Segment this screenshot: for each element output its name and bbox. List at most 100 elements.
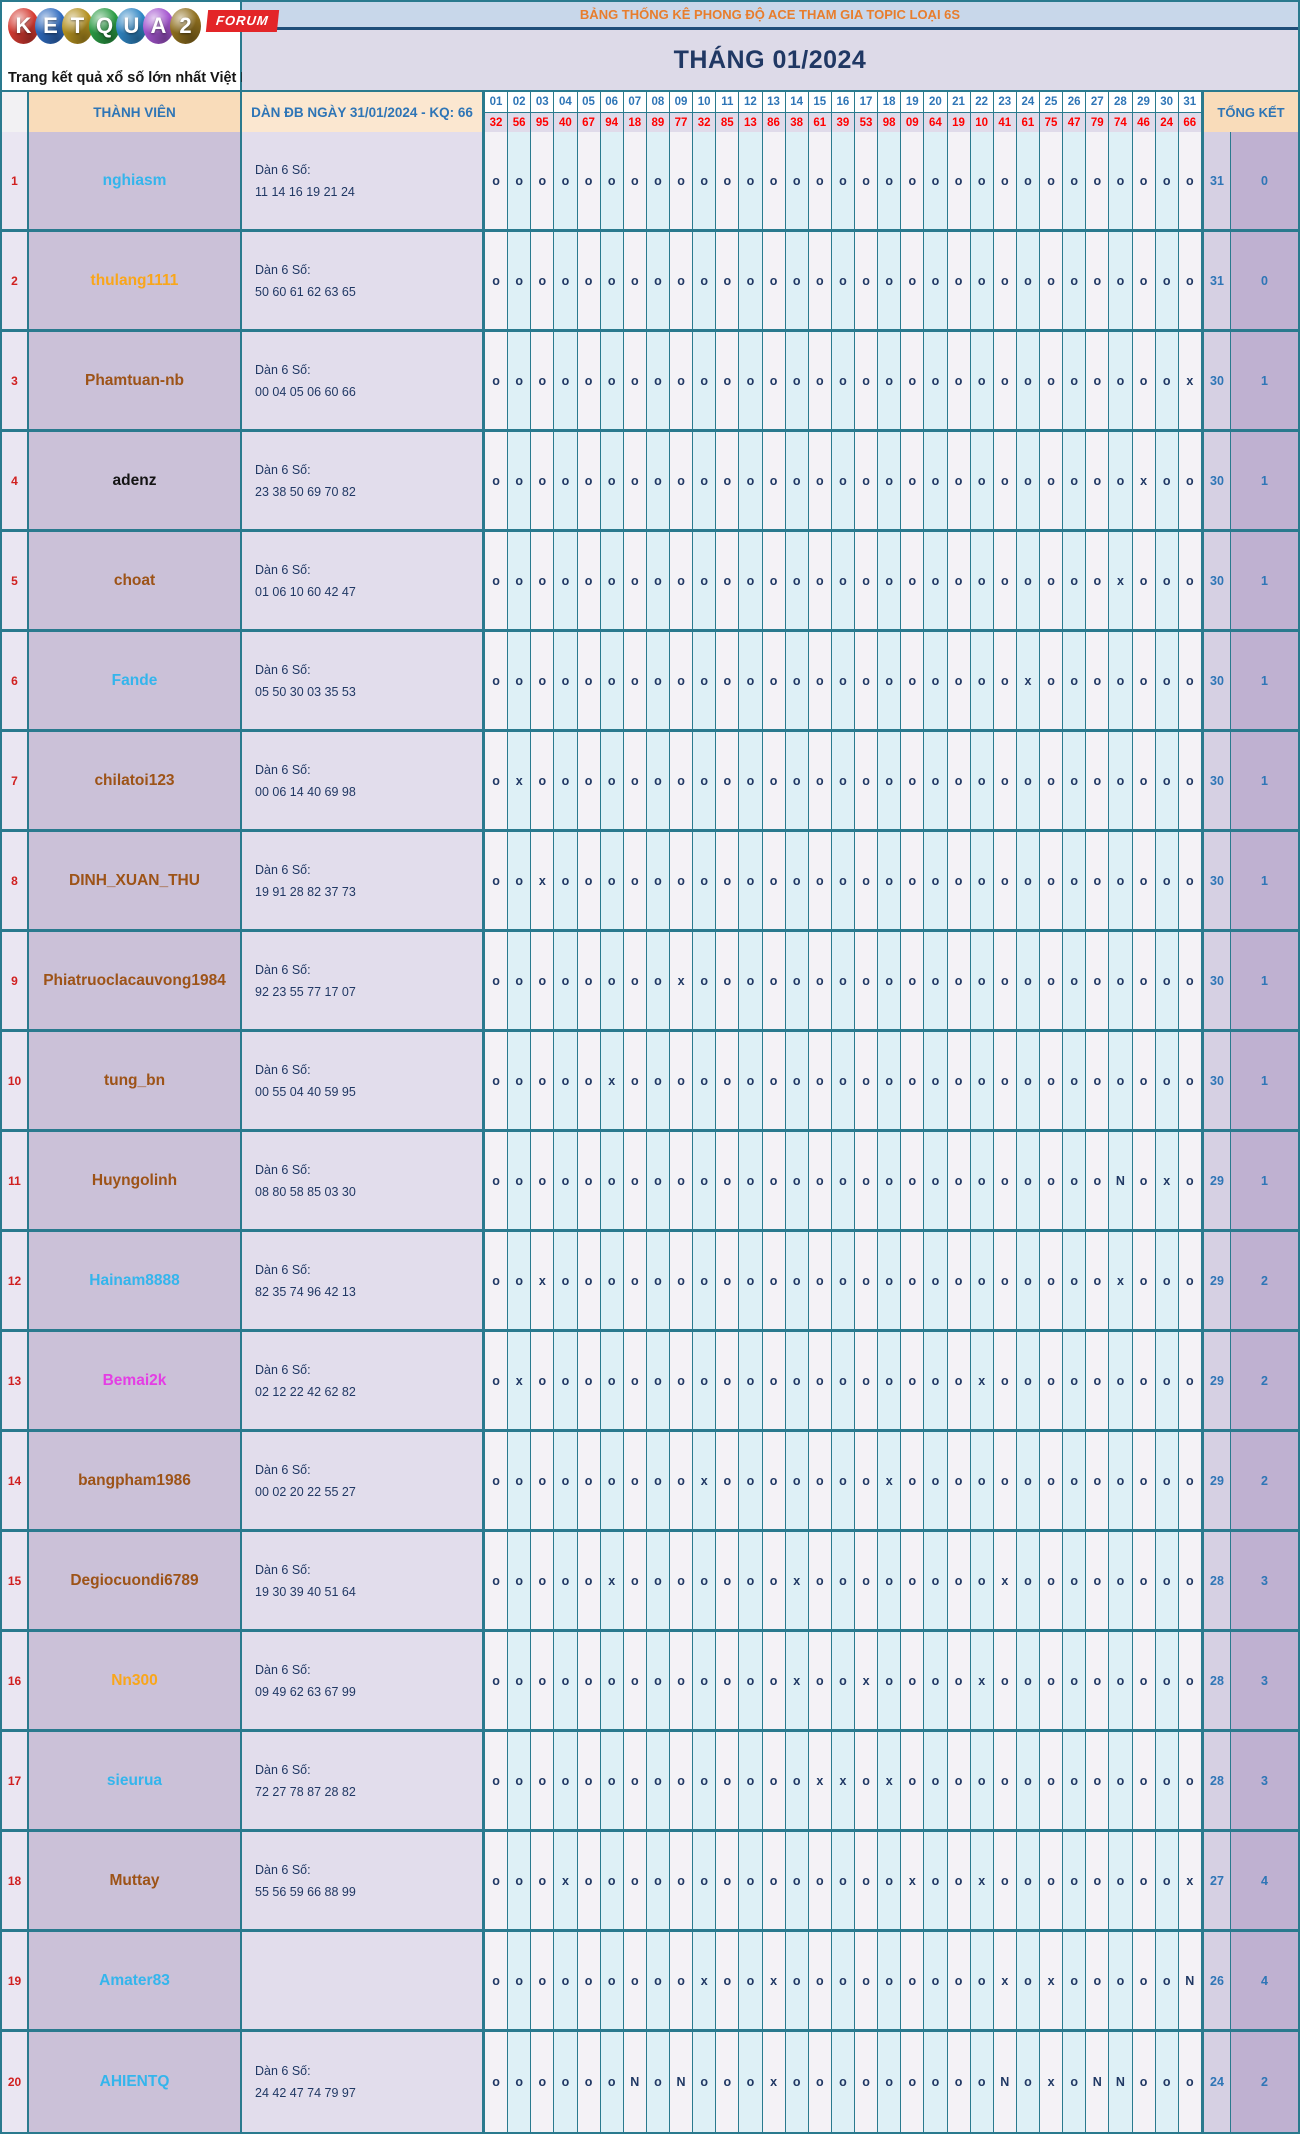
mark-cell: o	[762, 332, 786, 429]
total-o-cell: 30	[1202, 1032, 1231, 1129]
mark-cell: o	[1155, 1332, 1179, 1429]
mark-cell: o	[831, 832, 855, 929]
member-name[interactable]: Muttay	[29, 1832, 242, 1929]
member-name[interactable]: bangpham1986	[29, 1432, 242, 1529]
member-name[interactable]: Fande	[29, 632, 242, 729]
table-row: 16 Nn300 Dàn 6 Số: 09 49 62 63 67 99 o o o o o o o…	[2, 1632, 1298, 1732]
mark-cell: o	[831, 132, 855, 229]
mark-cell: o	[785, 1432, 809, 1529]
mark-cell: o	[1109, 232, 1133, 329]
mark-cell: o	[947, 232, 971, 329]
mark-cell: o	[623, 1832, 647, 1929]
mark-cell: o	[762, 1032, 786, 1129]
dan-label: Dàn 6 Số:	[255, 1662, 311, 1677]
mark-cell: o	[623, 432, 647, 529]
mark-cell: o	[739, 1232, 763, 1329]
mark-cell: o	[670, 332, 694, 429]
member-name[interactable]: Phiatruoclacauvong1984	[29, 932, 242, 1029]
mark-cell: o	[577, 1632, 601, 1729]
mark-cell: o	[1178, 1332, 1202, 1429]
mark-cell: o	[1016, 1132, 1040, 1229]
mark-cell: o	[831, 1532, 855, 1629]
dan-label: Dàn 6 Số:	[255, 962, 311, 977]
member-name[interactable]: Phamtuan-nb	[29, 332, 242, 429]
mark-cell: o	[485, 532, 509, 629]
mark-cell: o	[623, 1932, 647, 2029]
mark-cell: x	[554, 1832, 578, 1929]
mark-cell: o	[508, 1632, 532, 1729]
mark-cell: o	[485, 1732, 509, 1829]
mark-cell: o	[901, 432, 925, 529]
mark-cell: o	[947, 1832, 971, 1929]
member-name[interactable]: Huyngolinh	[29, 1132, 242, 1229]
member-name[interactable]: choat	[29, 532, 242, 629]
dan-cell: Dàn 6 Số: 08 80 58 85 03 30	[242, 1132, 485, 1229]
member-name[interactable]: Nn300	[29, 1632, 242, 1729]
mark-cell: o	[924, 232, 948, 329]
member-name[interactable]: Amater83	[29, 1932, 242, 2029]
mark-cell: o	[1016, 1232, 1040, 1329]
row-number: 18	[2, 1832, 29, 1929]
mark-cell: o	[808, 432, 832, 529]
dan-cell: Dàn 6 Số: 92 23 55 77 17 07	[242, 932, 485, 1029]
dan-numbers: 82 35 74 96 42 13	[255, 1284, 356, 1299]
member-name[interactable]: nghiasm	[29, 132, 242, 229]
mark-cell: o	[554, 2032, 578, 2132]
mark-cell: o	[970, 1932, 994, 2029]
mark-cell: o	[1063, 1832, 1087, 1929]
mark-cell: o	[693, 1832, 717, 1929]
mark-cell: o	[531, 1332, 555, 1429]
day-number: 16	[831, 92, 854, 113]
member-name[interactable]: adenz	[29, 432, 242, 529]
mark-cell: x	[901, 1832, 925, 1929]
member-name[interactable]: Bemai2k	[29, 1332, 242, 1429]
mark-cell: o	[1040, 432, 1064, 529]
mark-cell: o	[993, 332, 1017, 429]
mark-cell: o	[901, 1032, 925, 1129]
mark-cell: o	[1063, 1032, 1087, 1129]
day-kq-value: 18	[623, 113, 646, 132]
member-name[interactable]: Degiocuondi6789	[29, 1532, 242, 1629]
mark-cell: o	[970, 532, 994, 629]
member-name[interactable]: chilatoi123	[29, 732, 242, 829]
mark-cell: o	[600, 2032, 624, 2132]
day-number: 08	[646, 92, 669, 113]
mark-cell: o	[670, 232, 694, 329]
member-name[interactable]: tung_bn	[29, 1032, 242, 1129]
day-column: 07 18	[623, 92, 647, 132]
mark-cell: x	[1040, 2032, 1064, 2132]
day-kq-value: 56	[508, 113, 531, 132]
mark-cell: o	[716, 1032, 740, 1129]
member-name[interactable]: sieurua	[29, 1732, 242, 1829]
total-o-cell: 28	[1202, 1732, 1231, 1829]
mark-cell: o	[1040, 832, 1064, 929]
mark-cell: o	[1109, 1932, 1133, 2029]
member-name[interactable]: thulang1111	[29, 232, 242, 329]
mark-cell: o	[485, 732, 509, 829]
member-name[interactable]: Hainam8888	[29, 1232, 242, 1329]
member-name[interactable]: DINH_XUAN_THU	[29, 832, 242, 929]
mark-cell: o	[901, 1632, 925, 1729]
mark-cell: o	[785, 1132, 809, 1229]
member-name[interactable]: AHIENTQ	[29, 2032, 242, 2132]
mark-cell: o	[693, 1732, 717, 1829]
total-x-cell: 1	[1231, 332, 1298, 429]
mark-cell: o	[1016, 232, 1040, 329]
mark-cell: o	[554, 1432, 578, 1529]
day-number: 20	[924, 92, 947, 113]
mark-cell: o	[623, 1432, 647, 1529]
mark-cell: o	[993, 932, 1017, 1029]
mark-cell: o	[485, 1832, 509, 1929]
dan-label: Dàn 6 Số:	[255, 1562, 311, 1577]
mark-cell: o	[831, 1932, 855, 2029]
mark-cell: o	[855, 932, 879, 1029]
total-x-cell: 3	[1231, 1632, 1298, 1729]
mark-cell: o	[878, 1532, 902, 1629]
total-x-cell: 1	[1231, 1132, 1298, 1229]
mark-cell: o	[808, 732, 832, 829]
dan-label: Dàn 6 Số:	[255, 562, 311, 577]
mark-cell: o	[901, 1432, 925, 1529]
